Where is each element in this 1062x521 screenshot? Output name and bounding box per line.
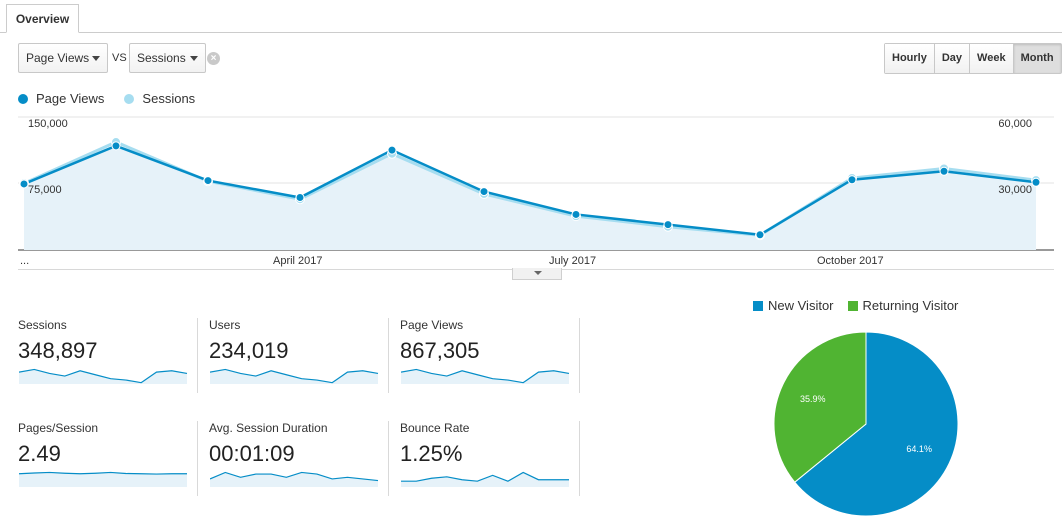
right-axis-tick: 30,000: [998, 184, 1032, 196]
chevron-down-icon: [534, 271, 542, 275]
pie-legend: New Visitor Returning Visitor: [753, 298, 972, 313]
divider: [388, 421, 389, 496]
tab-overview[interactable]: Overview: [6, 4, 79, 33]
sparkline: [19, 368, 188, 384]
hourly-button[interactable]: Hourly: [885, 44, 934, 73]
page-views-point: [295, 193, 305, 203]
metric-value: 2.49: [18, 441, 61, 466]
page-views-point: [939, 166, 949, 176]
page-views-point: [479, 187, 489, 197]
divider: [579, 318, 580, 393]
x-axis-tick: July 2017: [549, 255, 597, 267]
metric-value: 867,305: [400, 338, 480, 363]
page-views-point: [571, 209, 581, 219]
metric-label: Sessions: [18, 318, 67, 332]
sessions-dot-icon: [124, 93, 135, 104]
metric-bounce-rate[interactable]: Bounce Rate 1.25%: [400, 421, 570, 496]
line-chart: [18, 116, 1054, 251]
sparkline-area: [401, 472, 569, 487]
metric-label: Pages/Session: [18, 421, 99, 435]
page-views-line: [23, 144, 1037, 237]
week-button[interactable]: Week: [969, 44, 1013, 73]
page-views-dot-icon: [18, 93, 28, 104]
sparkline: [401, 368, 570, 384]
divider: [197, 421, 198, 496]
sparkline: [210, 368, 379, 384]
pie-slice-label: 35.9%: [800, 394, 826, 404]
metric-page-views[interactable]: Page Views 867,305: [400, 318, 570, 393]
metric-label: Bounce Rate: [400, 421, 470, 435]
legend-label: Page Views: [36, 91, 105, 106]
left-axis-tick: 75,000: [28, 184, 62, 196]
divider: [197, 318, 198, 393]
sparkline-line: [210, 471, 379, 482]
granularity-toggle: Hourly Day Week Month: [884, 43, 1062, 74]
page-views-point: [111, 141, 121, 151]
tab-strip: [0, 32, 1062, 33]
x-axis-tick: October 2017: [817, 255, 884, 267]
page-views-point: [1031, 177, 1041, 187]
metric-users[interactable]: Users 234,019: [209, 318, 379, 393]
sparkline-line: [401, 471, 569, 482]
pie-slice: [794, 331, 959, 517]
metric-label: Users: [209, 318, 241, 332]
chevron-down-icon: [92, 56, 100, 61]
legend-label: New Visitor: [768, 298, 834, 313]
legend-label: Returning Visitor: [862, 298, 959, 313]
metric-pages-per-session[interactable]: Pages/Session 2.49: [18, 421, 188, 496]
metric-value: 00:01:09: [209, 441, 295, 466]
page-views-point: [755, 230, 765, 240]
chart-legend: Page Views Sessions: [18, 91, 215, 106]
right-axis-tick: 60,000: [998, 118, 1032, 130]
sparkline: [210, 471, 379, 487]
sparkline-line: [401, 368, 570, 384]
comparison-metric-label: Sessions: [137, 51, 186, 65]
sparkline-line: [19, 368, 188, 384]
chart-collapse-handle[interactable]: [512, 268, 562, 280]
page-views-point: [847, 175, 857, 185]
page-views-point: [203, 176, 213, 186]
metric-label: Page Views: [400, 318, 464, 332]
divider: [579, 421, 580, 496]
sparkline-area: [210, 472, 378, 487]
legend-item-page-views[interactable]: Page Views: [18, 91, 104, 106]
metric-value: 1.25%: [400, 441, 463, 466]
comparison-metric-select[interactable]: Sessions: [129, 43, 206, 73]
legend-item-returning-visitor[interactable]: Returning Visitor: [847, 298, 959, 313]
primary-metric-label: Page Views: [26, 51, 90, 65]
sparkline-area: [19, 472, 187, 487]
sparkline: [19, 471, 187, 487]
clear-comparison-icon[interactable]: ×: [207, 52, 220, 65]
page-views-point: [19, 179, 29, 189]
sparkline: [401, 471, 569, 487]
x-axis-tick: ...: [20, 255, 30, 267]
new-visitor-swatch-icon: [753, 300, 763, 311]
month-button[interactable]: Month: [1012, 44, 1061, 73]
metric-avg-session-duration[interactable]: Avg. Session Duration 00:01:09: [209, 421, 379, 496]
legend-label: Sessions: [142, 91, 196, 106]
day-button[interactable]: Day: [933, 44, 970, 73]
sparkline-line: [210, 368, 379, 384]
pie-slice-label: 64.1%: [906, 444, 932, 454]
legend-item-sessions[interactable]: Sessions: [124, 91, 195, 106]
metric-value: 234,019: [209, 338, 289, 363]
primary-metric-select[interactable]: Page Views: [18, 43, 108, 73]
sparkline-line: [19, 471, 187, 475]
legend-item-new-visitor[interactable]: New Visitor: [753, 298, 834, 313]
x-axis-tick: April 2017: [273, 255, 323, 267]
vs-label: VS: [112, 52, 127, 64]
page-views-point: [387, 145, 397, 155]
pie-slice: [773, 331, 867, 483]
metric-sessions[interactable]: Sessions 348,897: [18, 318, 188, 393]
left-axis-tick: 150,000: [28, 118, 68, 130]
chevron-down-icon: [190, 56, 198, 61]
metric-label: Avg. Session Duration: [209, 421, 328, 435]
metric-value: 348,897: [18, 338, 98, 363]
page-views-point: [663, 220, 673, 230]
returning-visitor-swatch-icon: [847, 300, 858, 311]
pie-chart: 64.1% 35.9%: [773, 331, 959, 517]
page-views-area: [24, 145, 1036, 250]
divider: [388, 318, 389, 393]
